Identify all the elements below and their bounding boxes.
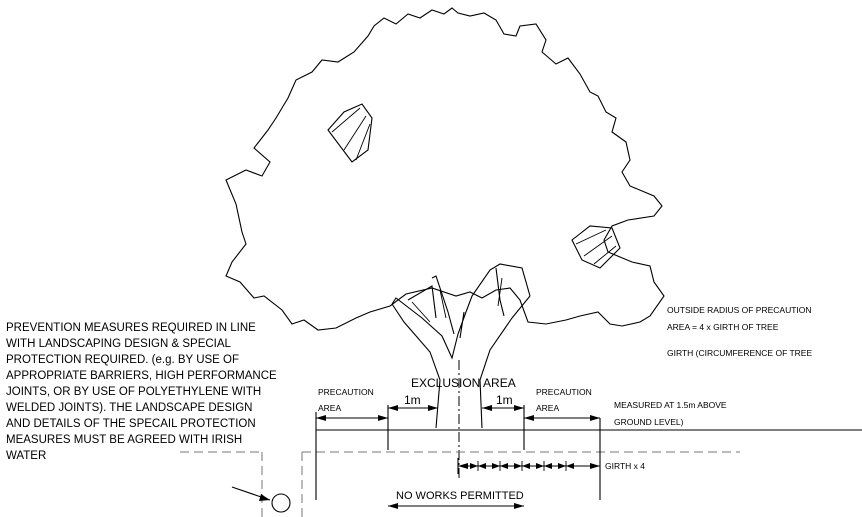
prevention-note: PREVENTION MEASURES REQUIRED IN LINE WIT… [6,322,280,462]
precaution-right-line: AREA [536,403,559,413]
prevention-note-line: PROTECTION REQUIRED. (e.g. BY USE OF [6,354,239,366]
outside-radius-note: OUTSIDE RADIUS OF PRECAUTION AREA = 4 x … [667,305,814,332]
outside-radius-note-line: AREA = 4 x GIRTH OF TREE [667,322,779,332]
tree-canopy [225,7,665,331]
precaution-area-left-label: PRECAUTION AREA [318,387,376,413]
prevention-note-line: MEASURES MUST BE AGREED WITH IRISH [6,434,242,446]
girth-note: GIRTH (CIRCUMFERENCE OF TREE [667,348,812,358]
prevention-note-line: WITH LANDSCAPING DESIGN & SPECIAL [6,338,232,350]
tree-branches [391,263,531,360]
prevention-note-line: PREVENTION MEASURES REQUIRED IN LINE [6,322,256,334]
measured-note-line: GROUND LEVEL) [614,417,684,427]
no-works-label: NO WORKS PERMITTED [396,490,524,502]
prevention-note-line: AND DETAILS OF THE SPECAIL PROTECTION [6,418,256,430]
prevention-note-line: APPROPRIATE BARRIERS, HIGH PERFORMANCE [6,370,277,382]
prevention-note-line: WELDED JOINTS). THE LANDSCAPE DESIGN [6,402,252,414]
measured-note-line: MEASURED AT 1.5m ABOVE [614,400,727,410]
prevention-note-line: WATER [6,450,46,462]
canopy-knot-left [327,103,373,163]
precaution-area-right-label: PRECAUTION AREA [536,387,594,413]
dim-1m-left-label: 1m [404,393,421,407]
precaution-right-line: PRECAUTION [536,387,592,397]
prevention-note-line: JOINTS, OR BY USE OF POLYETHYLENE WITH [6,386,261,398]
outside-radius-note-line: OUTSIDE RADIUS OF PRECAUTION [667,305,812,315]
precaution-left-line: AREA [318,403,341,413]
exclusion-area-label: EXCLUSION AREA [411,376,516,390]
pipe-symbol [271,493,291,513]
measured-note: MEASURED AT 1.5m ABOVE GROUND LEVEL) [614,400,729,427]
tree-trunk [391,295,531,429]
girth-x4-label: GIRTH x 4 [605,461,645,471]
canopy-knot-right [571,225,621,269]
precaution-left-line: PRECAUTION [318,387,374,397]
dim-1m-right-label: 1m [496,393,513,407]
